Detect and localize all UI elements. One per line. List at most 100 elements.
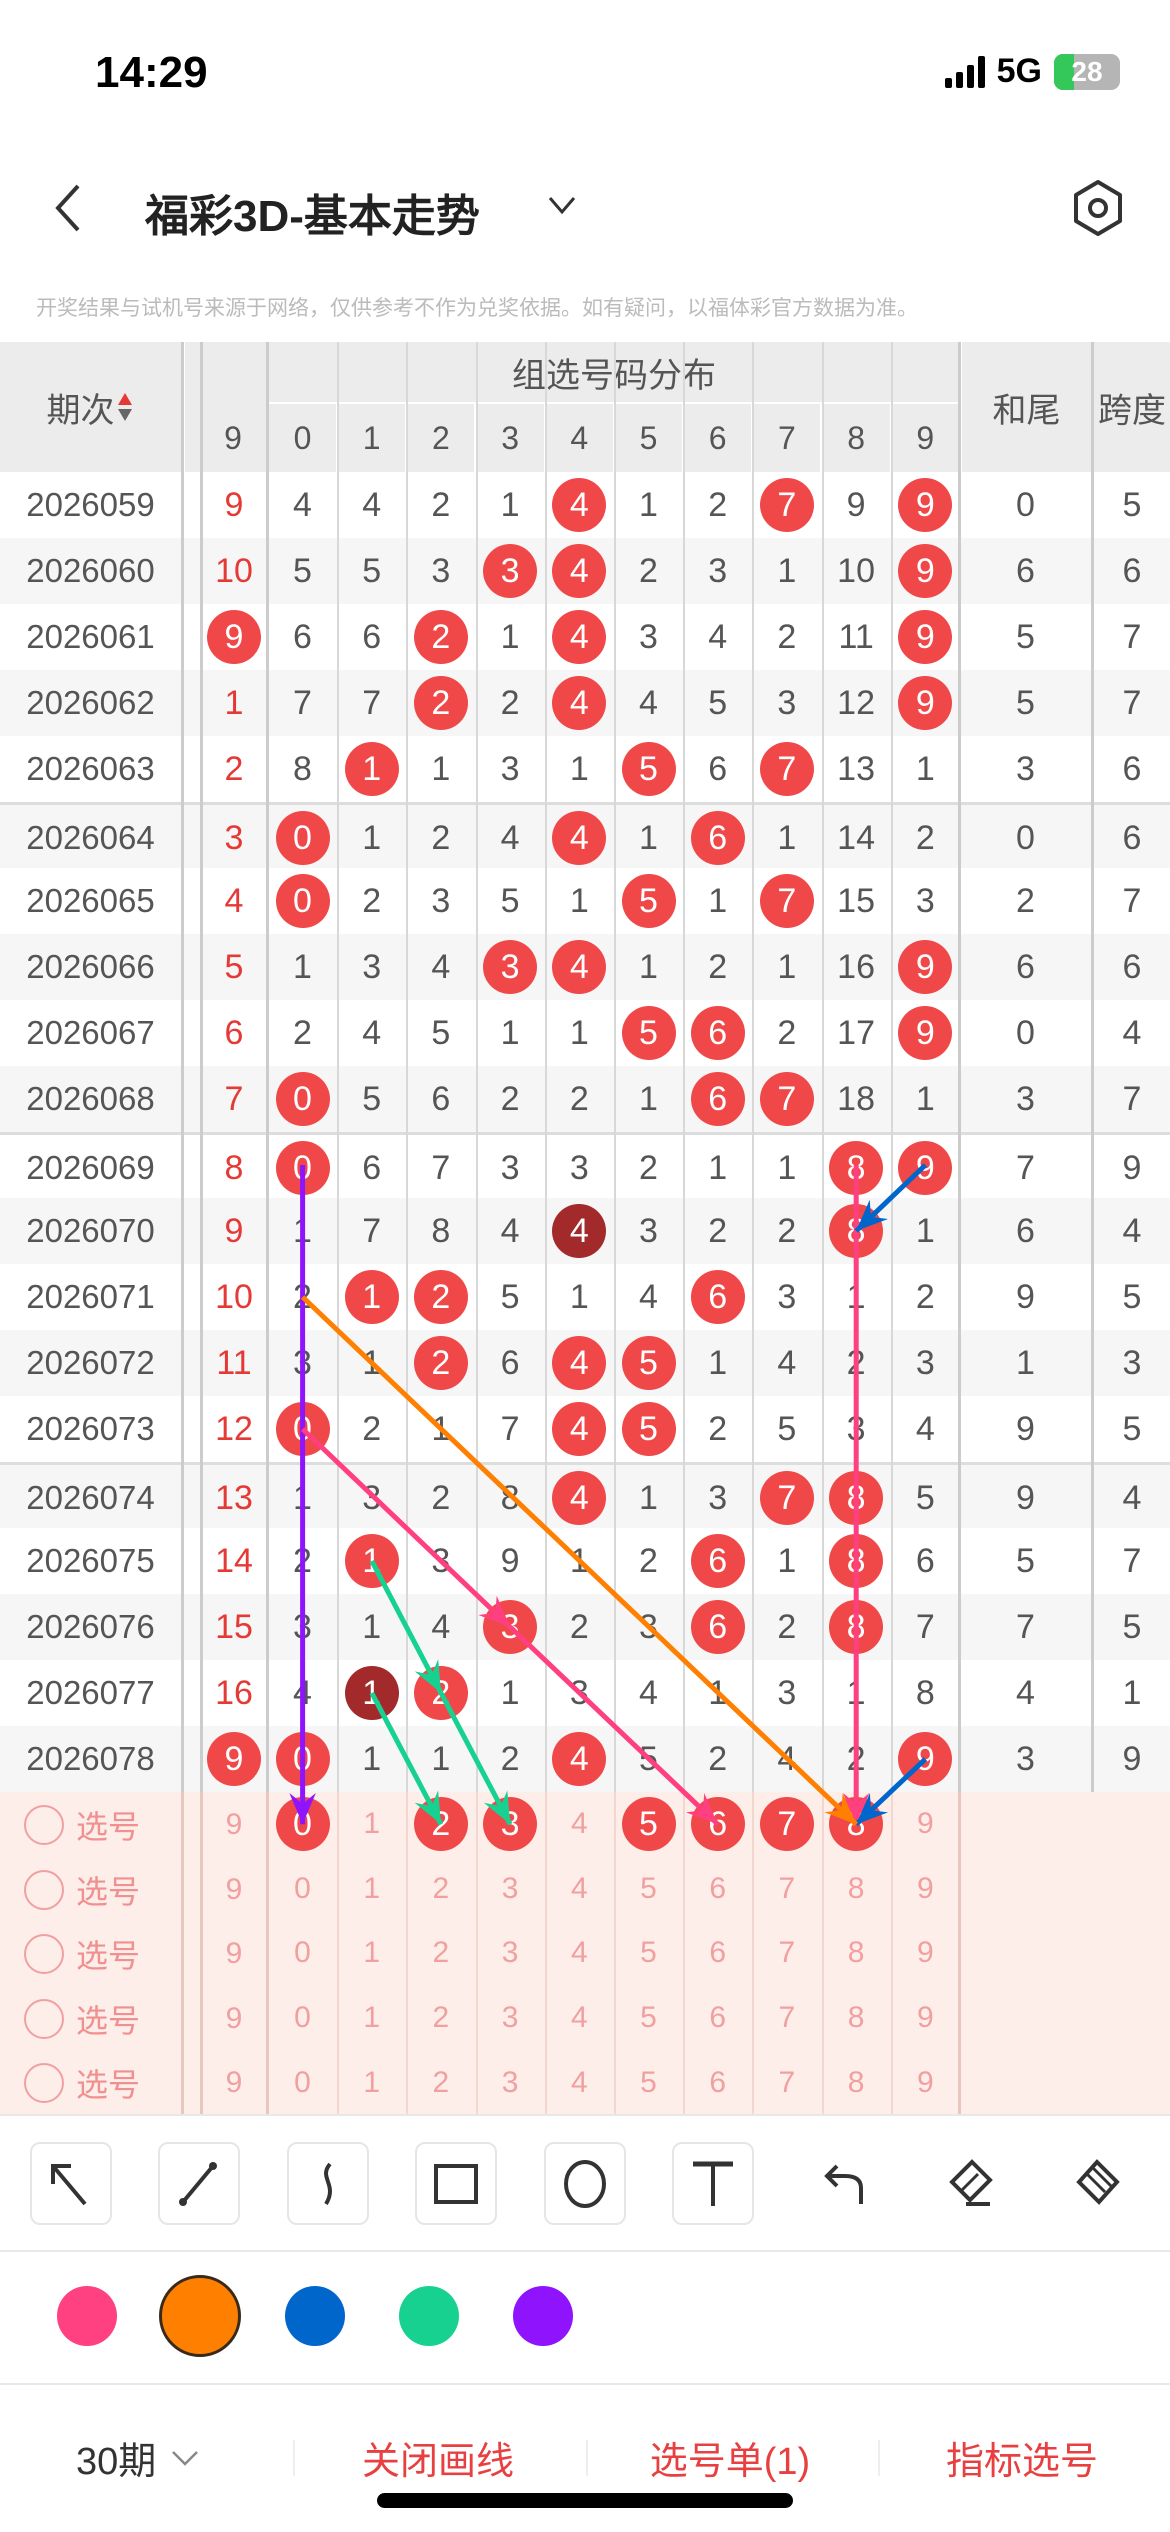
digit-cell-5[interactable]: 4 (614, 1264, 683, 1330)
select-digit-8[interactable]: 8 (822, 1857, 891, 1922)
digit-cell-7[interactable]: 1 (752, 1135, 821, 1201)
digit-cell-4[interactable]: 4 (545, 1330, 614, 1396)
digit-cell-3[interactable]: 1 (476, 1000, 545, 1066)
select-digit-1[interactable]: 1 (337, 1921, 406, 1986)
digit-cell-3[interactable]: 1 (476, 472, 545, 538)
digit-cell-5[interactable]: 5 (614, 736, 683, 802)
digit-cell-5[interactable]: 5 (614, 1396, 683, 1462)
digit-cell-5[interactable]: 5 (614, 868, 683, 934)
chevron-down-icon[interactable] (545, 190, 579, 220)
digit-cell-0[interactable]: 2 (268, 1000, 337, 1066)
digit-cell-2[interactable]: 2 (406, 1660, 475, 1726)
digit-cell-5[interactable]: 5 (614, 1330, 683, 1396)
digit-cell-0[interactable]: 6 (268, 604, 337, 670)
select-digit-8[interactable]: 8 (822, 1792, 891, 1857)
digit-cell-1[interactable]: 1 (337, 1264, 406, 1330)
select-toggle[interactable]: 选号 (0, 1792, 181, 1858)
color-swatch[interactable] (285, 2286, 345, 2346)
digit-cell-5[interactable]: 1 (614, 934, 683, 1000)
digit-cell-1[interactable]: 6 (337, 1135, 406, 1201)
digit-cell-9[interactable]: 9 (891, 1135, 960, 1201)
digit-cell-7[interactable]: 1 (752, 1528, 821, 1594)
select-digit-4[interactable]: 4 (545, 2050, 614, 2115)
digit-cell-7[interactable]: 4 (752, 1330, 821, 1396)
digit-cell-0[interactable]: 1 (268, 1465, 337, 1531)
digit-cell-2[interactable]: 4 (406, 934, 475, 1000)
text-tool-button[interactable] (672, 2142, 754, 2225)
digit-cell-6[interactable]: 2 (683, 472, 752, 538)
digit-cell-8[interactable]: 15 (822, 868, 891, 934)
digit-cell-5[interactable]: 2 (614, 538, 683, 604)
indicator-pick-button[interactable]: 指标选号 (945, 2441, 1098, 2483)
select-digit-6[interactable]: 6 (683, 1792, 752, 1857)
select-digit-5[interactable]: 5 (614, 1857, 683, 1922)
digit-cell-1[interactable]: 6 (337, 604, 406, 670)
digit-cell-4[interactable]: 4 (545, 472, 614, 538)
digit-cell-9[interactable]: 1 (891, 1066, 960, 1132)
digit-cell-2[interactable]: 6 (406, 1066, 475, 1132)
select-digit-9[interactable]: 9 (891, 1792, 960, 1857)
digit-cell-8[interactable]: 8 (822, 1198, 891, 1264)
digit-cell-9[interactable]: 9 (891, 604, 960, 670)
digit-cell-8[interactable]: 8 (822, 1528, 891, 1594)
select-digit-7[interactable]: 7 (752, 1857, 821, 1922)
digit-cell-3[interactable]: 8 (476, 1465, 545, 1531)
digit-cell-1[interactable]: 1 (337, 1528, 406, 1594)
digit-cell-6[interactable]: 6 (683, 1594, 752, 1660)
digit-cell-1[interactable]: 1 (337, 1330, 406, 1396)
select-digit-2[interactable]: 2 (406, 1792, 475, 1857)
digit-cell-1[interactable]: 1 (337, 1726, 406, 1792)
digit-cell-7[interactable]: 2 (752, 604, 821, 670)
digit-cell-4[interactable]: 1 (545, 736, 614, 802)
select-digit-1[interactable]: 1 (337, 1986, 406, 2051)
select-digit-7[interactable]: 7 (752, 1921, 821, 1986)
digit-cell-3[interactable]: 4 (476, 805, 545, 871)
digit-cell-4[interactable]: 4 (545, 1465, 614, 1531)
digit-cell-9[interactable]: 9 (891, 1726, 960, 1792)
digit-cell-6[interactable]: 6 (683, 805, 752, 871)
digit-cell-4[interactable]: 3 (545, 1660, 614, 1726)
digit-cell-8[interactable]: 10 (822, 538, 891, 604)
digit-cell-2[interactable]: 1 (406, 1396, 475, 1462)
select-toggle[interactable]: 选号 (0, 2050, 181, 2116)
digit-cell-5[interactable]: 1 (614, 1066, 683, 1132)
digit-cell-5[interactable]: 4 (614, 670, 683, 736)
digit-cell-0[interactable]: 1 (268, 934, 337, 1000)
select-digit-8[interactable]: 8 (822, 2050, 891, 2115)
digit-cell-7[interactable]: 3 (752, 1660, 821, 1726)
digit-cell-6[interactable]: 4 (683, 604, 752, 670)
select-digit-7[interactable]: 7 (752, 1986, 821, 2051)
digit-cell-6[interactable]: 6 (683, 1264, 752, 1330)
digit-cell-9[interactable]: 8 (891, 1660, 960, 1726)
select-digit-0[interactable]: 0 (268, 1921, 337, 1986)
select-digit-5[interactable]: 5 (614, 1921, 683, 1986)
digit-cell-5[interactable]: 1 (614, 1465, 683, 1531)
digit-cell-5[interactable]: 5 (614, 1000, 683, 1066)
digit-cell-0[interactable]: 4 (268, 1660, 337, 1726)
digit-cell-3[interactable]: 4 (476, 1198, 545, 1264)
select-digit-8[interactable]: 8 (822, 1986, 891, 2051)
digit-cell-5[interactable]: 3 (614, 1198, 683, 1264)
close-drawing-button[interactable]: 关闭画线 (361, 2441, 514, 2483)
select-digit-4[interactable]: 4 (545, 1857, 614, 1922)
digit-cell-8[interactable]: 2 (822, 1330, 891, 1396)
select-digit-6[interactable]: 6 (683, 1986, 752, 2051)
digit-cell-8[interactable]: 14 (822, 805, 891, 871)
select-digit-2[interactable]: 2 (406, 1857, 475, 1922)
digit-cell-0[interactable]: 3 (268, 1594, 337, 1660)
digit-cell-2[interactable]: 2 (406, 1330, 475, 1396)
select-toggle[interactable]: 选号 (0, 1857, 181, 1923)
digit-cell-2[interactable]: 5 (406, 1000, 475, 1066)
digit-cell-2[interactable]: 2 (406, 1465, 475, 1531)
digit-cell-1[interactable]: 7 (337, 1198, 406, 1264)
digit-cell-8[interactable]: 13 (822, 736, 891, 802)
select-digit-1[interactable]: 1 (337, 1792, 406, 1857)
digit-cell-3[interactable]: 9 (476, 1528, 545, 1594)
digit-cell-6[interactable]: 1 (683, 1330, 752, 1396)
digit-cell-0[interactable]: 3 (268, 1330, 337, 1396)
select-digit-2[interactable]: 2 (406, 1986, 475, 2051)
select-digit-6[interactable]: 6 (683, 1921, 752, 1986)
select-digit-3[interactable]: 3 (476, 1857, 545, 1922)
select-digit-1[interactable]: 1 (337, 1857, 406, 1922)
select-digit-0[interactable]: 0 (268, 1986, 337, 2051)
